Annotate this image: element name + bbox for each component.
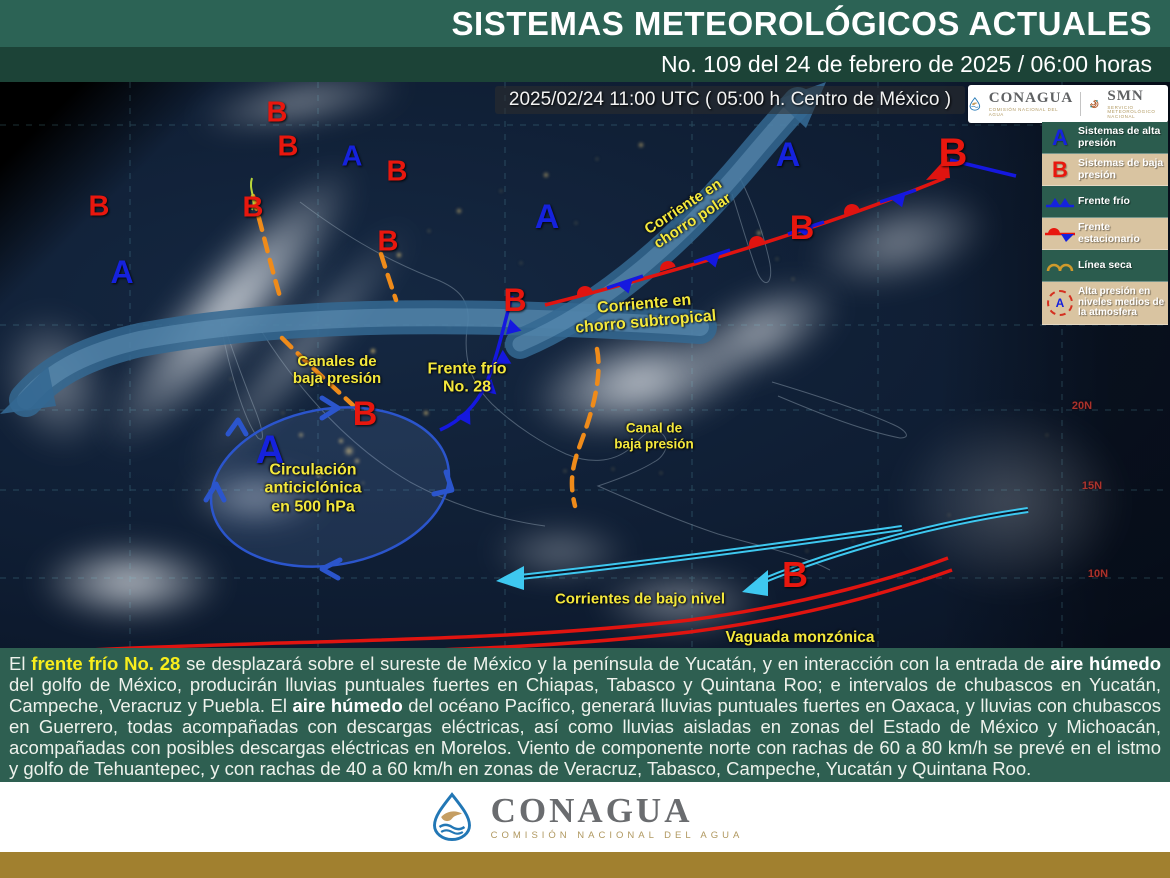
coastlines xyxy=(221,177,907,571)
conagua-drop-icon xyxy=(432,792,471,841)
subheader-band: No. 109 del 24 de febrero de 2025 / 06:0… xyxy=(0,47,1170,82)
gold-band xyxy=(0,852,1170,878)
monsoon-trough-lines xyxy=(95,556,953,648)
cloud-mass xyxy=(460,512,660,592)
footer-conagua-text: CONAGUA xyxy=(490,791,693,831)
humid-air-highlight: aire húmedo xyxy=(1050,653,1161,674)
high-pressure-symbol: A xyxy=(110,254,134,290)
cold-front-label: Frente frío No. 28 xyxy=(427,360,507,396)
smn-text: SMN xyxy=(1107,87,1144,104)
legend-row-mid-level-high: A Alta presión en niveles medios de la a… xyxy=(1042,282,1168,325)
conagua-drop-icon xyxy=(969,97,981,111)
header-band: SISTEMAS METEOROLÓGICOS ACTUALES xyxy=(0,0,1170,47)
low-pressure-symbol: B xyxy=(277,130,299,163)
grid-lines xyxy=(0,82,1170,648)
cloud-mass xyxy=(850,372,1170,632)
low-pressure-symbol: B xyxy=(377,225,399,258)
high-pressure-symbol: A xyxy=(775,136,801,174)
agency-logo-bar: CONAGUA COMISIÓN NACIONAL DEL AGUA SMN S… xyxy=(968,85,1168,123)
cloud-mass xyxy=(0,527,260,637)
anticyclone-label: Circulación anticiclónica en 500 hPa xyxy=(264,461,362,516)
high-pressure-symbol: A xyxy=(534,198,560,236)
stationary-front-line xyxy=(544,156,1017,307)
anticyclone-rotation-arrows xyxy=(203,395,455,581)
high-pressure-symbol: A xyxy=(341,140,363,173)
cold-front-icon xyxy=(1042,195,1078,209)
low-pressure-channels-label: Canales de baja presión xyxy=(292,352,382,387)
weather-systems-overlay xyxy=(0,82,1170,648)
anticyclone-ellipse xyxy=(209,406,451,568)
map-legend: A Sistemas de alta presión B Sistemas de… xyxy=(1042,122,1168,325)
latitude-label: 20N xyxy=(1071,400,1093,412)
monsoon-trough-label: Vaguada monzónica xyxy=(725,629,875,647)
cold-front-highlight: frente frío No. 28 xyxy=(31,653,181,674)
legend-label: Sistemas de alta presión xyxy=(1078,125,1161,149)
low-pressure-channel-dashes xyxy=(250,193,601,509)
legend-label: Línea seca xyxy=(1078,258,1132,271)
conagua-tagline: COMISIÓN NACIONAL DEL AGUA xyxy=(988,107,1059,117)
humid-air-highlight: aire húmedo xyxy=(292,695,403,716)
footer-conagua-tagline: COMISIÓN NACIONAL DEL AGUA xyxy=(490,830,744,842)
low-pressure-icon: B xyxy=(1052,156,1068,182)
conagua-wordmark: CONAGUA COMISIÓN NACIONAL DEL AGUA xyxy=(989,91,1074,117)
latitude-label: 10N xyxy=(1087,568,1109,580)
low-pressure-symbol: B xyxy=(503,282,527,318)
low-pressure-symbol: B xyxy=(782,554,808,595)
low-level-current-arrows xyxy=(496,507,1029,596)
legend-label: Sistemas de baja presión xyxy=(1078,157,1164,181)
smn-spiral-icon xyxy=(1089,99,1099,109)
legend-row-stationary-front: Frente estacionario xyxy=(1042,218,1168,250)
low-pressure-symbol: B xyxy=(789,209,815,247)
text-segment: del golfo de México, producirán lluvias … xyxy=(9,674,1161,716)
footer-conagua-wordmark: CONAGUA COMISIÓN NACIONAL DEL AGUA xyxy=(491,793,744,841)
legend-label: Frente frío xyxy=(1078,194,1130,207)
cold-front-line xyxy=(439,295,522,432)
legend-row-high-pressure: A Sistemas de alta presión xyxy=(1042,122,1168,154)
low-pressure-symbol: B xyxy=(266,96,288,129)
mid-level-high-letter: A xyxy=(1055,296,1065,310)
stationary-front-icon xyxy=(1042,225,1078,243)
dry-line-icon xyxy=(1042,259,1078,273)
low-level-currents-label: Corrientes de bajo nivel xyxy=(554,590,726,608)
smn-tagline: SERVICIO METEOROLÓGICO NACIONAL xyxy=(1107,104,1156,119)
high-pressure-symbol: A xyxy=(255,428,285,472)
legend-row-dry-line: Línea seca xyxy=(1042,250,1168,282)
cloud-mass xyxy=(160,457,350,537)
mid-level-high-icon: A xyxy=(1042,290,1078,316)
conagua-text: CONAGUA xyxy=(988,90,1074,106)
legend-label: Frente estacionario xyxy=(1078,221,1140,245)
latitude-label: 15N xyxy=(1081,480,1103,492)
forecast-text: El frente frío No. 28 se desplazará sobr… xyxy=(0,648,1170,782)
low-pressure-symbol: B xyxy=(88,190,110,223)
logo-divider xyxy=(1080,92,1081,116)
legend-row-cold-front: Frente frío xyxy=(1042,186,1168,218)
text-segment: se desplazará sobre el sureste de México… xyxy=(180,653,1051,674)
low-pressure-symbol: B xyxy=(242,191,264,224)
low-pressure-symbol: B xyxy=(938,131,968,175)
high-pressure-icon: A xyxy=(1052,124,1068,150)
low-pressure-symbol: B xyxy=(352,395,378,433)
legend-label: Alta presión en niveles medios de la atm… xyxy=(1078,285,1165,319)
page-title: SISTEMAS METEOROLÓGICOS ACTUALES xyxy=(451,5,1152,42)
text-segment: del océano Pacífico, generará lluvias pu… xyxy=(9,695,1161,779)
bulletin-number: No. 109 del 24 de febrero de 2025 / 06:0… xyxy=(660,51,1152,77)
smn-wordmark: SMN SERVICIO METEOROLÓGICO NACIONAL xyxy=(1107,87,1168,120)
low-pressure-channel-label: Canal de baja presión xyxy=(614,420,694,451)
timestamp-bar: 2025/02/24 11:00 UTC ( 05:00 h. Centro d… xyxy=(495,86,965,114)
satellite-map: B B B B B B B B B B B A A A A A 30N 25N … xyxy=(0,82,1170,648)
dry-line-mark xyxy=(250,177,255,211)
low-pressure-symbol: B xyxy=(386,155,408,188)
legend-row-low-pressure: B Sistemas de baja presión xyxy=(1042,154,1168,186)
text-segment: El xyxy=(9,653,32,674)
footer-logo-band: CONAGUA COMISIÓN NACIONAL DEL AGUA xyxy=(0,782,1170,852)
